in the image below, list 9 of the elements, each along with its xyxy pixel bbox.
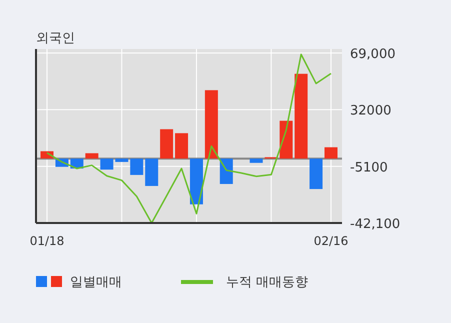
ytick: 69,000	[350, 47, 396, 62]
legend: 누적 매매동향	[226, 275, 308, 290]
xtick: 02/16	[314, 234, 348, 248]
legend: 일별매매	[70, 275, 122, 290]
ytick: -5100	[350, 160, 388, 176]
ytick: -42,100	[350, 217, 400, 232]
ytick: 32000	[350, 104, 392, 119]
title: 외국인	[36, 31, 75, 46]
xtick: 01/18	[30, 234, 64, 248]
